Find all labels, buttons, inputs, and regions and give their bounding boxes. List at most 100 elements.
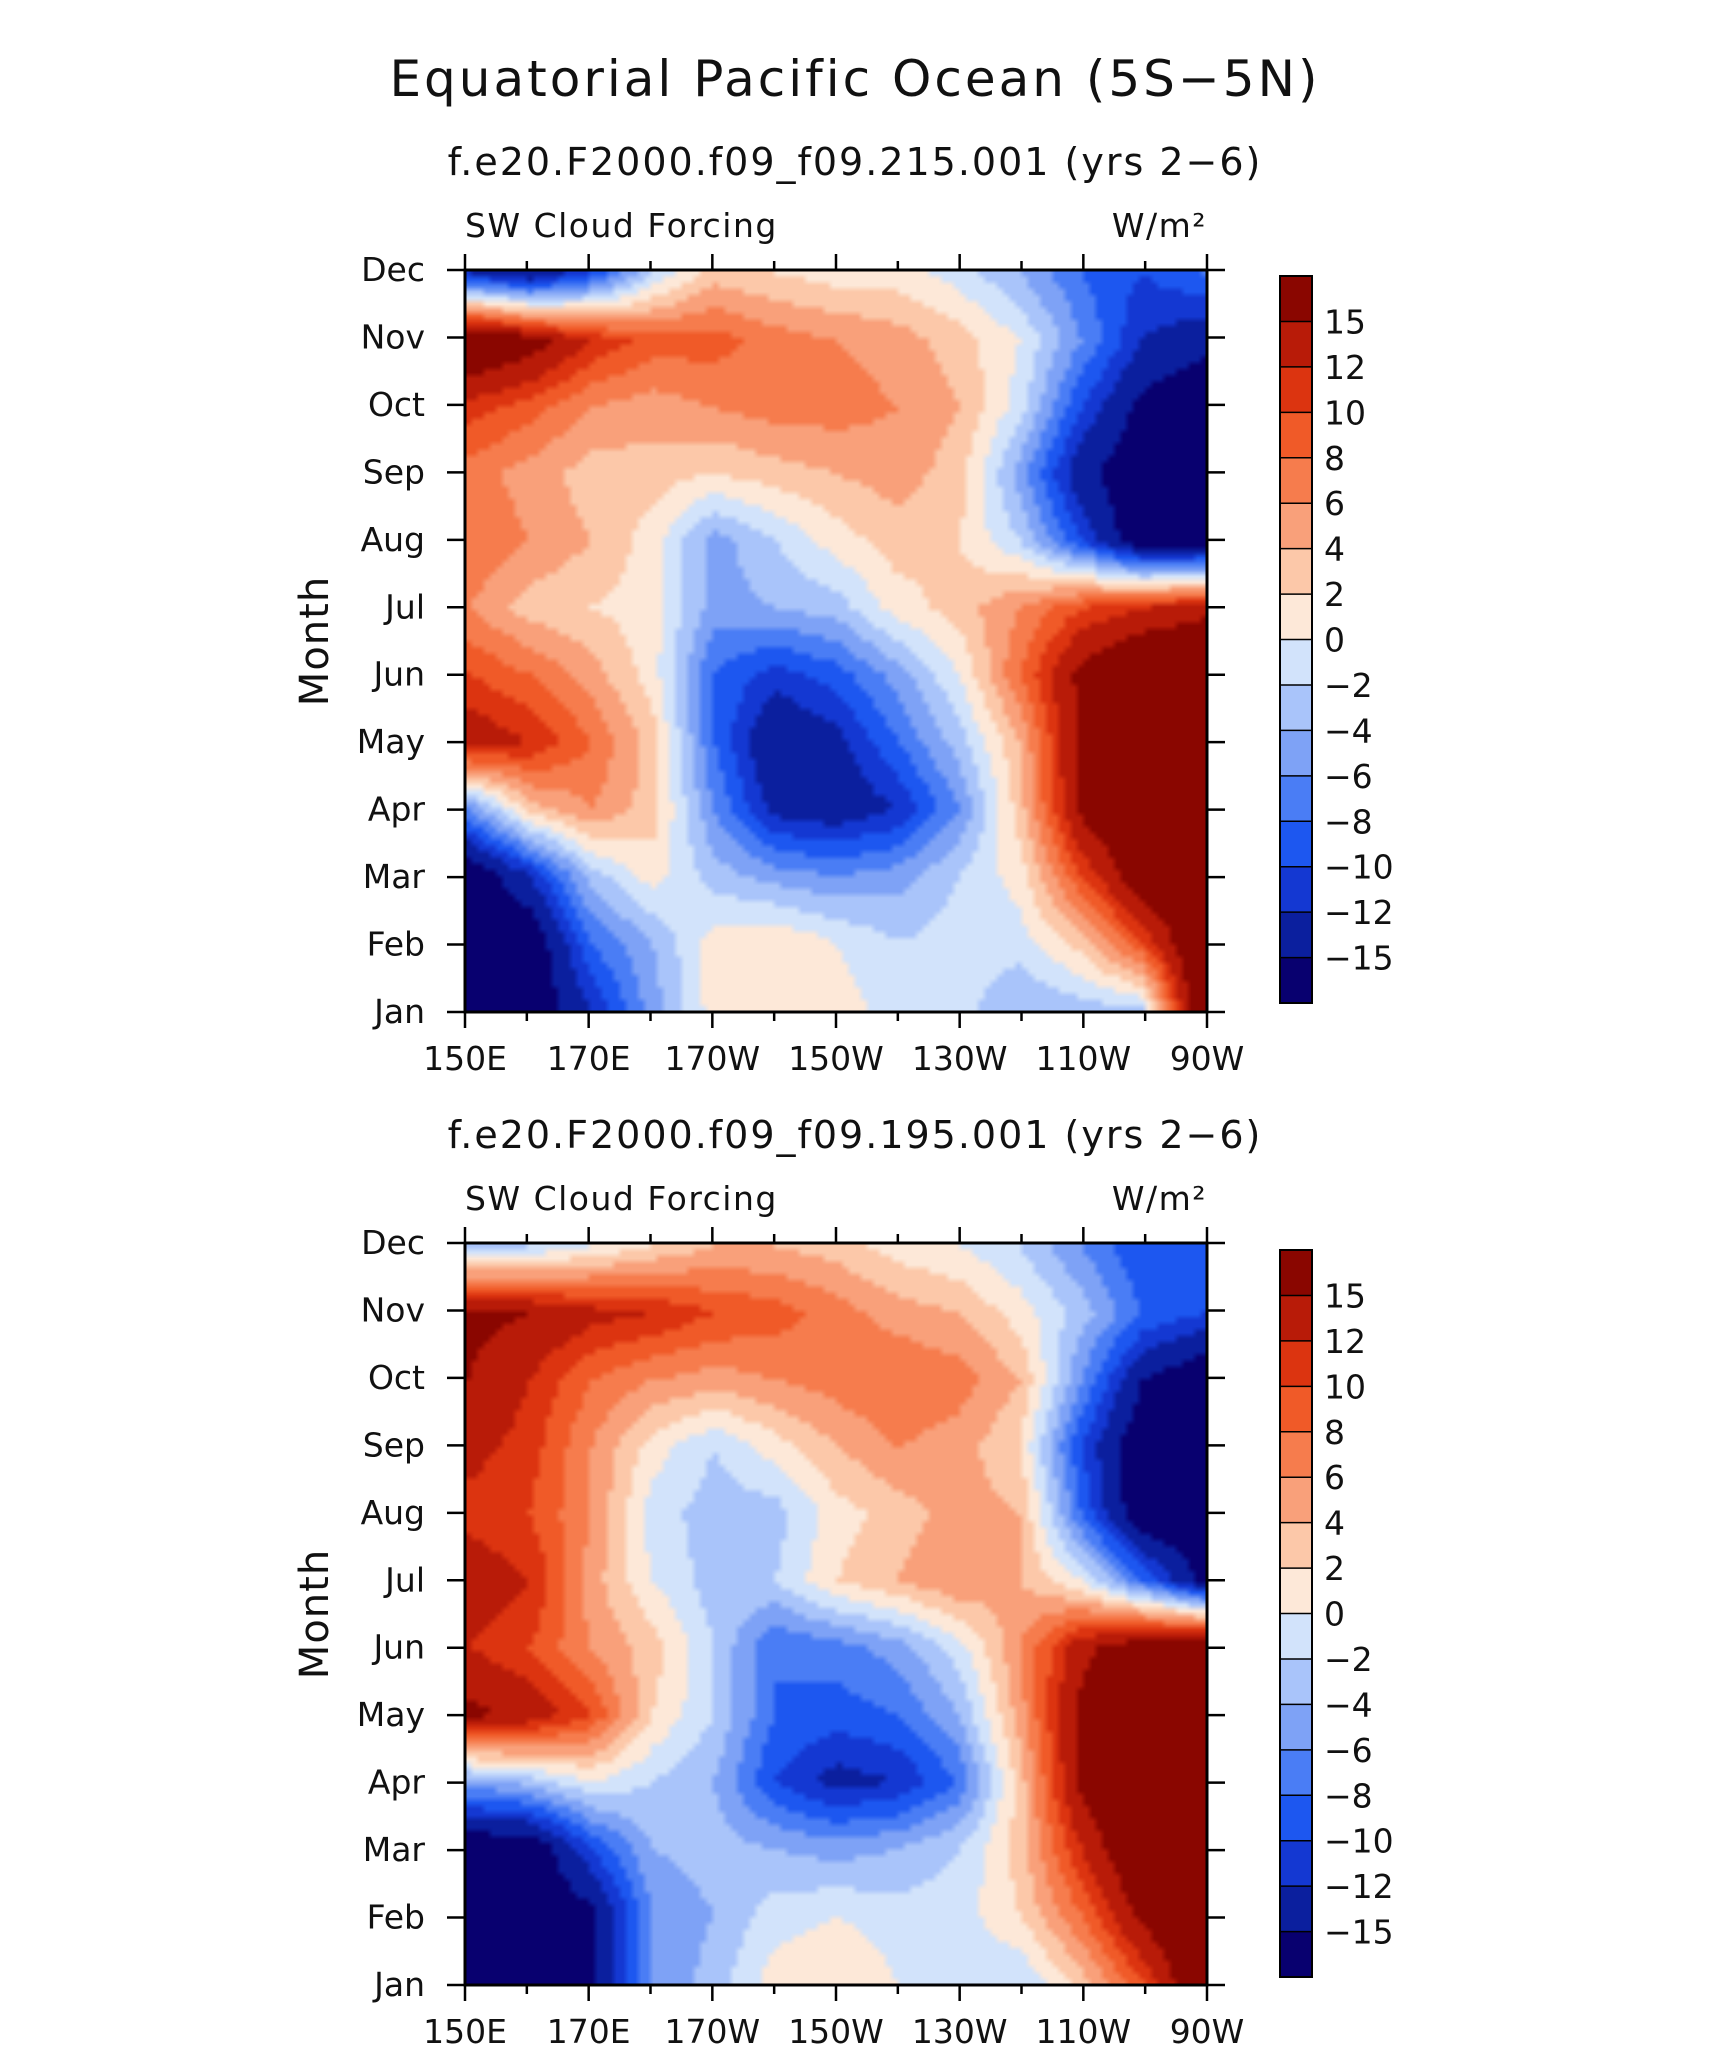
colorbar-label: 6: [1324, 484, 1345, 523]
y-tick-label: Nov: [361, 1290, 425, 1329]
colorbar-swatch: [1280, 775, 1312, 822]
colorbar-swatch: [1280, 412, 1312, 459]
colorbar-label: −12: [1324, 1867, 1394, 1906]
panel-subtitle: f.e20.F2000.f09_f09.195.001 (yrs 2−6): [448, 1113, 1263, 1157]
figure-title: Equatorial Pacific Ocean (5S−5N): [389, 50, 1320, 108]
colorbar-label: −6: [1324, 1731, 1373, 1770]
x-tick-label: 170E: [547, 1039, 631, 1078]
colorbar-label: 2: [1324, 1549, 1345, 1588]
y-tick-label: Mar: [363, 857, 426, 896]
y-tick-label: Jun: [371, 1628, 425, 1667]
y-tick-label: Jun: [371, 655, 425, 694]
colorbar-label: −8: [1324, 802, 1373, 841]
colorbar-label: 4: [1324, 1504, 1345, 1543]
colorbar-swatch: [1280, 1795, 1312, 1842]
x-tick-label: 150W: [788, 1039, 884, 1078]
colorbar-swatch: [1280, 321, 1312, 368]
colorbar-label: 15: [1324, 302, 1366, 341]
colorbar-label: 15: [1324, 1276, 1366, 1315]
colorbar-label: −12: [1324, 893, 1394, 932]
colorbar-swatch: [1280, 503, 1312, 550]
y-tick-label: Dec: [361, 250, 425, 289]
y-tick-label: May: [357, 1695, 425, 1734]
x-tick-label: 90W: [1170, 1039, 1245, 1078]
colorbar-swatch: [1280, 912, 1312, 959]
colorbar-swatch: [1280, 1522, 1312, 1569]
colorbar-label: −10: [1324, 1822, 1394, 1861]
colorbar-label: 2: [1324, 575, 1345, 614]
colorbar-label: −10: [1324, 848, 1394, 887]
colorbar-swatch: [1280, 594, 1312, 640]
colorbar-label: 12: [1324, 348, 1366, 387]
y-tick-label: Jul: [383, 587, 425, 626]
colorbar-swatch: [1280, 457, 1312, 504]
colorbar-swatch: [1280, 1704, 1312, 1751]
colorbar-label: 10: [1324, 393, 1366, 432]
x-tick-label: 150W: [788, 2012, 884, 2051]
panel-bottom: f.e20.F2000.f09_f09.195.001 (yrs 2−6) SW …: [292, 1113, 1394, 2051]
colorbar-swatch: [1280, 1250, 1312, 1296]
colorbar-swatch: [1280, 1568, 1312, 1614]
heatmap-field: [465, 1243, 1207, 1985]
units-label: W/m²: [1112, 206, 1207, 245]
colorbar-label: −6: [1324, 757, 1373, 796]
colorbar-label: −2: [1324, 1640, 1373, 1679]
colorbar-label: 10: [1324, 1367, 1366, 1406]
colorbar-swatch: [1280, 1840, 1312, 1887]
colorbar-frame: [1279, 1249, 1313, 1978]
colorbar-label: 6: [1324, 1458, 1345, 1497]
x-tick-label: 130W: [912, 2012, 1008, 2051]
colorbar-swatch: [1280, 1749, 1312, 1796]
colorbar-swatch: [1280, 684, 1312, 731]
y-axis-title: Month: [292, 576, 338, 706]
colorbar-swatch: [1280, 366, 1312, 413]
y-tick-label: Aug: [361, 1493, 425, 1532]
variable-label: SW Cloud Forcing: [465, 1179, 778, 1218]
x-tick-label: 110W: [1036, 1039, 1132, 1078]
colorbar-label: −4: [1324, 1685, 1373, 1724]
colorbar-label: −15: [1324, 1913, 1394, 1952]
colorbar-swatch: [1280, 1658, 1312, 1705]
colorbar-swatch: [1280, 730, 1312, 777]
y-tick-label: Oct: [368, 1358, 425, 1397]
colorbar-label: 4: [1324, 530, 1345, 569]
colorbar-label: −15: [1324, 939, 1394, 978]
colorbar: 15 12 10 8 6 4 2 0 −2 −4 −6 −8 −10 −12 −15: [1279, 275, 1394, 1004]
colorbar-swatch: [1280, 1613, 1312, 1660]
y-tick-label: Dec: [361, 1223, 425, 1262]
y-tick-label: Feb: [367, 925, 425, 964]
x-tick-label: 90W: [1170, 2012, 1245, 2051]
heatmap-field: [465, 270, 1207, 1012]
y-tick-label: Apr: [368, 790, 426, 829]
colorbar-swatch: [1280, 1886, 1312, 1933]
y-tick-label: May: [357, 722, 425, 761]
colorbar-swatch: [1280, 821, 1312, 868]
y-tick-label: Apr: [368, 1763, 426, 1802]
colorbar-swatch: [1280, 1386, 1312, 1433]
colorbar-swatch: [1280, 639, 1312, 686]
colorbar-label: −2: [1324, 666, 1373, 705]
y-tick-label: Sep: [363, 1425, 425, 1464]
y-tick-label: Oct: [368, 385, 425, 424]
panel-subtitle: f.e20.F2000.f09_f09.215.001 (yrs 2−6): [448, 140, 1263, 184]
colorbar: 15 12 10 8 6 4 2 0 −2 −4 −6 −8 −10 −12 −15: [1279, 1249, 1394, 1978]
colorbar-swatch: [1280, 957, 1312, 1004]
colorbar-swatch: [1280, 1477, 1312, 1524]
x-tick-label: 150E: [423, 2012, 507, 2051]
y-tick-label: Nov: [361, 317, 425, 356]
y-axis-title: Month: [292, 1549, 338, 1679]
x-tick-label: 130W: [912, 1039, 1008, 1078]
variable-label: SW Cloud Forcing: [465, 206, 778, 245]
colorbar-swatch: [1280, 1431, 1312, 1478]
y-tick-label: Mar: [363, 1830, 426, 1869]
units-label: W/m²: [1112, 1179, 1207, 1218]
colorbar-label: 12: [1324, 1322, 1366, 1361]
colorbar-label: −4: [1324, 711, 1373, 750]
colorbar-label: 0: [1324, 621, 1345, 660]
colorbar-swatch: [1280, 1931, 1312, 1978]
y-tick-label: Sep: [363, 452, 425, 491]
colorbar-swatch: [1280, 866, 1312, 913]
colorbar-label: 0: [1324, 1595, 1345, 1634]
colorbar-swatch: [1280, 276, 1312, 322]
